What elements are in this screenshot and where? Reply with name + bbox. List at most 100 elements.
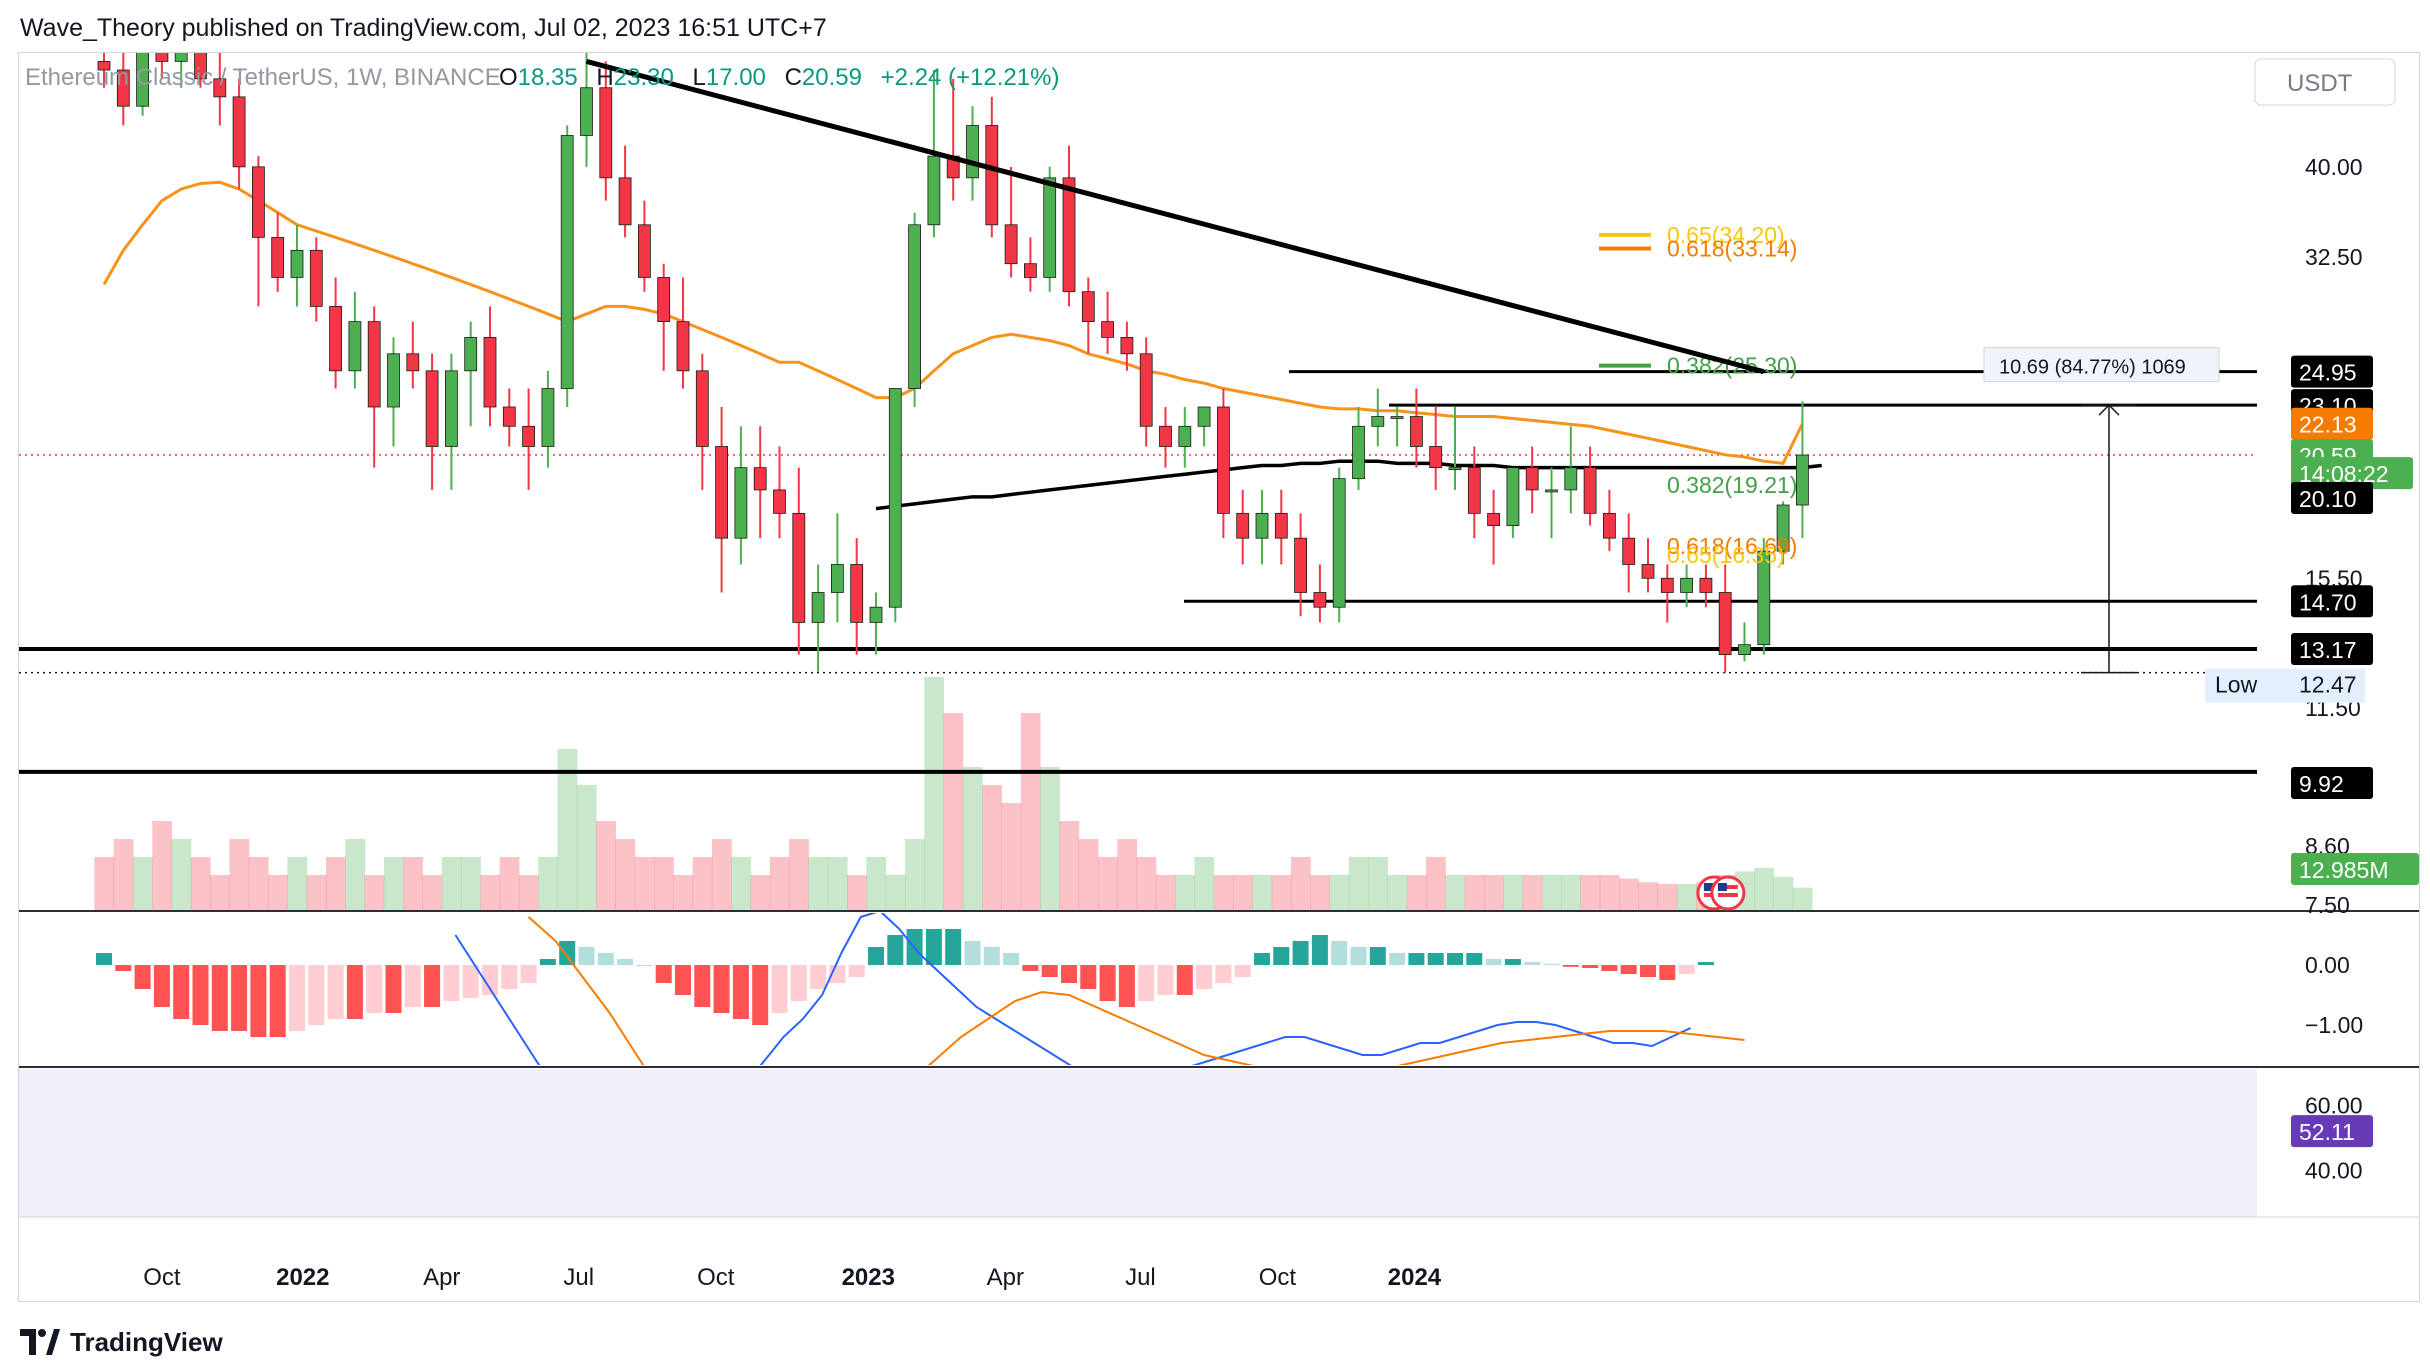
- candle-body: [1622, 537, 1636, 565]
- price-badge-label: 20.10: [2299, 486, 2357, 512]
- legend-h-value: 23.30: [614, 64, 674, 91]
- candle: [1043, 166, 1057, 292]
- time-tick-label: 2023: [842, 1264, 895, 1291]
- candle: [657, 263, 671, 371]
- candle: [1680, 564, 1693, 608]
- candle: [618, 145, 632, 238]
- candle-body: [1680, 577, 1693, 593]
- volume-bar: [132, 857, 153, 911]
- currency-button-frame[interactable]: [2254, 58, 2396, 106]
- measure-box: [1983, 347, 2220, 383]
- candle-body: [1255, 512, 1269, 539]
- macd-bar: [211, 965, 228, 1031]
- candle: [1506, 467, 1520, 539]
- candle-body: [1043, 177, 1057, 278]
- fib-label: 0.65(16.35): [1667, 542, 1785, 568]
- volume-bar: [1271, 875, 1292, 911]
- candle-body: [483, 337, 497, 408]
- candle-body: [309, 249, 323, 307]
- volume-bar: [885, 875, 906, 911]
- measure-label: 10.69 (84.77%) 1069: [1999, 357, 2186, 379]
- macd-bar: [404, 965, 421, 1007]
- volume-bar: [943, 713, 964, 911]
- currency-button[interactable]: USDT: [2254, 58, 2396, 106]
- volume-bar: [287, 857, 308, 911]
- macd-bar: [1215, 965, 1232, 983]
- candle: [1024, 237, 1037, 292]
- candle-body: [522, 425, 536, 447]
- candle: [638, 200, 651, 292]
- candle: [1583, 446, 1597, 526]
- candle-body: [116, 69, 130, 107]
- macd-bar: [675, 965, 691, 995]
- candle-body: [444, 370, 458, 447]
- time-tick-label: Oct: [143, 1264, 181, 1291]
- volume-bar: [345, 839, 366, 911]
- candle: [1545, 467, 1558, 539]
- candle: [695, 353, 709, 490]
- candle-body: [1024, 263, 1037, 278]
- time-tick-label: Jul: [563, 1264, 594, 1291]
- chart-canvas[interactable]: 0.65(34.20)0.618(33.14)0.382(25.30)0.382…: [18, 13, 2419, 1301]
- chart-frame[interactable]: 0.65(34.20)0.618(33.14)0.382(25.30)0.382…: [18, 13, 2420, 1302]
- volume-bar: [1426, 857, 1446, 911]
- macd-bar: [1003, 953, 1020, 965]
- measure-tool[interactable]: 10.69 (84.77%) 1069: [1983, 347, 2220, 674]
- candle: [1660, 564, 1674, 623]
- us-flag-icon: [1717, 883, 1727, 891]
- macd-bar: [501, 965, 518, 989]
- volume-badge: [2291, 853, 2419, 885]
- price-badge: [2291, 457, 2413, 490]
- macd-bar: [1176, 965, 1193, 995]
- candle-body: [908, 224, 921, 389]
- macd-pane: [96, 913, 1745, 1065]
- volume-bar: [1638, 882, 1659, 911]
- candle-body: [831, 564, 844, 593]
- macd-bar: [539, 959, 556, 965]
- candle-body: [271, 236, 285, 278]
- volume-bar: [673, 875, 694, 911]
- trendline[interactable]: [585, 59, 1765, 375]
- volume-bar: [248, 857, 269, 911]
- macd-bar: [559, 941, 576, 965]
- macd-bar: [732, 965, 749, 1019]
- candle: [348, 291, 362, 389]
- volume-bar: [1117, 839, 1138, 911]
- tradingview-logo-icon: [20, 1329, 60, 1355]
- chart-legend: Ethereum Classic / TetherUS, 1W, BINANCE…: [25, 64, 1059, 91]
- macd-bar: [1543, 963, 1560, 965]
- rsi-tick-label: 60.00: [2305, 1093, 2363, 1119]
- time-tick-label: Oct: [1259, 1264, 1297, 1291]
- candle: [1101, 291, 1114, 354]
- volume-bar: [1001, 803, 1022, 911]
- volume-bar: [422, 875, 443, 911]
- candle: [753, 426, 767, 539]
- legend-l-label: L: [692, 64, 705, 91]
- volume-bar: [403, 857, 423, 911]
- legend-change: +2.24 (+12.21%): [881, 64, 1060, 91]
- candle-body: [638, 224, 651, 278]
- candle: [387, 337, 400, 447]
- volume-bar: [847, 875, 867, 911]
- candle-body: [850, 564, 864, 623]
- macd-bar: [520, 965, 537, 983]
- us-flag-icon: [1717, 885, 1738, 889]
- time-tick-label: 2022: [276, 1264, 329, 1291]
- macd-bar: [1292, 941, 1309, 965]
- volume-bar: [1792, 887, 1813, 911]
- macd-bar: [887, 935, 904, 965]
- macd-bar: [1157, 965, 1174, 995]
- volume-bar: [576, 785, 597, 911]
- macd-bar: [1601, 965, 1618, 971]
- candle: [1622, 513, 1636, 593]
- candle-body: [1718, 592, 1732, 655]
- macd-bar: [1254, 953, 1270, 965]
- candle-body: [1506, 467, 1520, 526]
- candle-body: [541, 388, 555, 447]
- macd-bar: [597, 953, 614, 965]
- candle: [676, 277, 690, 389]
- volume-bar: [190, 857, 211, 911]
- candle-body: [1178, 425, 1192, 447]
- volume-bar: [982, 785, 1002, 911]
- volume-bar: [441, 857, 462, 911]
